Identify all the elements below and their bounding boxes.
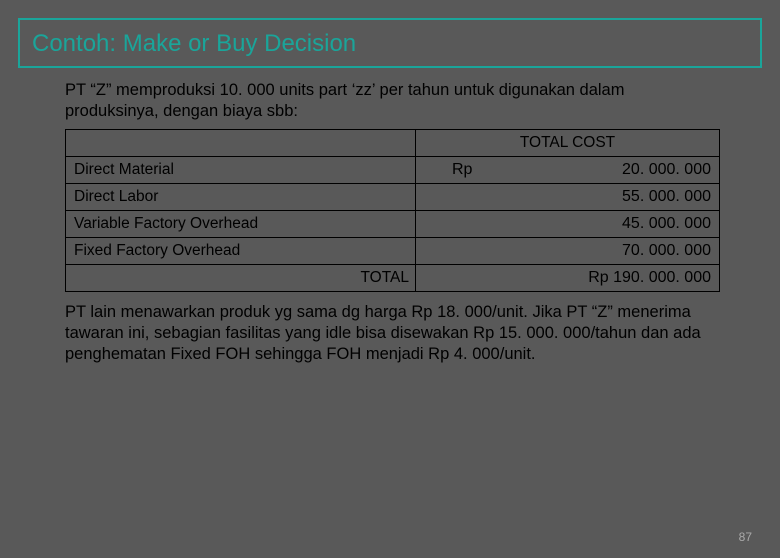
table-row: Variable Factory Overhead 45. 000. 000 [66, 211, 719, 238]
currency-prefix [422, 242, 492, 260]
total-value-cell: Rp 190. 000. 000 [416, 265, 719, 291]
cost-value: 70. 000. 000 [492, 242, 711, 260]
intro-paragraph: PT “Z” memproduksi 10. 000 units part ‘z… [65, 80, 720, 121]
cost-value-cell: Rp 20. 000. 000 [416, 157, 719, 183]
page-number: 87 [739, 530, 752, 544]
table-header-total-cost: TOTAL COST [416, 130, 719, 156]
total-label: TOTAL [66, 265, 416, 291]
cost-value-cell: 55. 000. 000 [416, 184, 719, 210]
table-total-row: TOTAL Rp 190. 000. 000 [66, 265, 719, 291]
outro-paragraph: PT lain menawarkan produk yg sama dg har… [65, 302, 720, 365]
total-value: Rp 190. 000. 000 [422, 269, 711, 287]
cost-label: Direct Material [66, 157, 416, 183]
cost-label: Variable Factory Overhead [66, 211, 416, 237]
cost-value: 20. 000. 000 [492, 161, 711, 179]
title-box: Contoh: Make or Buy Decision [18, 18, 762, 68]
table-header-empty [66, 130, 416, 156]
cost-table: TOTAL COST Direct Material Rp 20. 000. 0… [65, 129, 720, 292]
cost-value-cell: 45. 000. 000 [416, 211, 719, 237]
page-title: Contoh: Make or Buy Decision [32, 30, 748, 58]
table-row: Direct Material Rp 20. 000. 000 [66, 157, 719, 184]
cost-value: 45. 000. 000 [492, 215, 711, 233]
currency-prefix: Rp [422, 161, 492, 179]
table-header-row: TOTAL COST [66, 130, 719, 157]
cost-value: 55. 000. 000 [492, 188, 711, 206]
table-row: Direct Labor 55. 000. 000 [66, 184, 719, 211]
cost-value-cell: 70. 000. 000 [416, 238, 719, 264]
currency-prefix [422, 188, 492, 206]
table-row: Fixed Factory Overhead 70. 000. 000 [66, 238, 719, 265]
cost-label: Direct Labor [66, 184, 416, 210]
currency-prefix [422, 215, 492, 233]
cost-label: Fixed Factory Overhead [66, 238, 416, 264]
